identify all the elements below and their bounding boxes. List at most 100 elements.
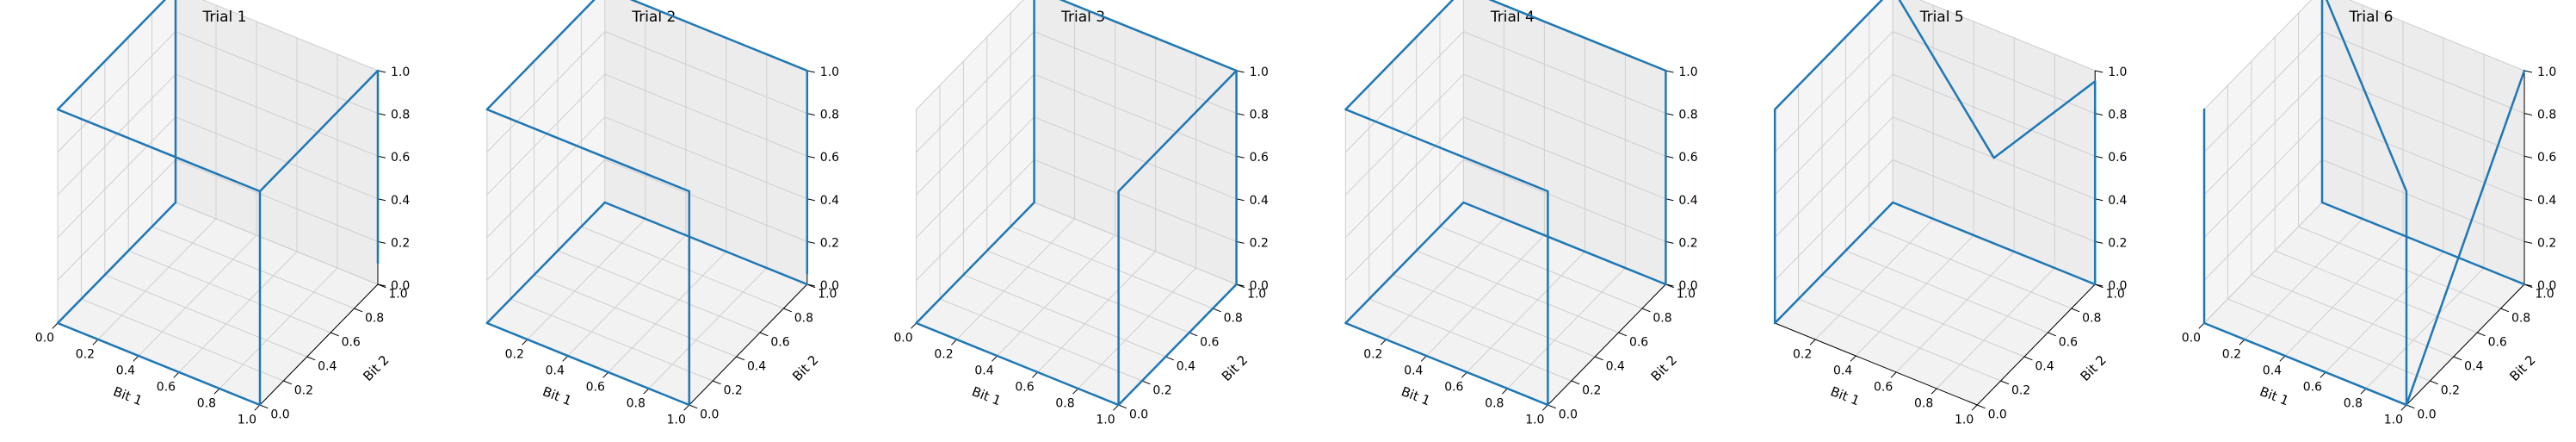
z-tick-label: 0.6 — [1250, 151, 1269, 165]
x-tick-label: 0.4 — [974, 364, 993, 377]
y-tick — [1571, 380, 1580, 385]
x-tick-label: 1.0 — [238, 413, 256, 426]
gridline-z — [1774, 31, 2096, 153]
x-tick-label: 0.0 — [35, 331, 54, 345]
x-tick — [2320, 371, 2326, 378]
x-tick-label: 0.0 — [2182, 331, 2201, 345]
subplot-3: 0.00.20.40.60.81.0 0.00.20.40.60.81.00.00… — [893, 0, 1269, 426]
x-tick-label: 0.8 — [2344, 396, 2363, 410]
z-tick — [1236, 155, 1245, 159]
y-axis-line — [1547, 283, 1666, 406]
y-tick — [2500, 308, 2510, 313]
x-tick — [1113, 404, 1119, 411]
z-tick-label: 0.0 — [2537, 279, 2556, 293]
z-tick-label: 1.0 — [1678, 65, 1697, 79]
x-tick-label: 0.2 — [76, 347, 95, 361]
subplot-4: 0.20.40.60.81.0 0.00.20.40.60.81.00.00.20… — [1344, 0, 1698, 426]
gridline-z — [1345, 159, 1666, 281]
z-tick-label: 0.8 — [1250, 109, 1269, 122]
x-tick-label: 0.8 — [1055, 396, 1074, 410]
z-tick — [377, 283, 386, 287]
x-tick — [522, 339, 528, 346]
subplot-title: Trial 1 — [202, 9, 247, 26]
x-tick-label: 0.8 — [197, 396, 216, 410]
z-tick-label: 0.8 — [2537, 109, 2556, 122]
subplot-title: Trial 2 — [631, 9, 676, 26]
y-tick-label: 0.0 — [2417, 408, 2436, 422]
z-tick-label: 0.2 — [820, 236, 839, 250]
x-tick — [213, 388, 220, 395]
x-tick — [2360, 388, 2367, 395]
y-tick-label: 0.0 — [700, 408, 719, 422]
x-tick-label: 0.0 — [893, 331, 912, 345]
y-tick — [259, 404, 269, 409]
y-axis-line — [689, 283, 808, 406]
x-tick-label: 0.4 — [116, 364, 135, 377]
z-tick — [1236, 113, 1245, 116]
y-tick — [2048, 332, 2056, 337]
z-tick-label: 0.4 — [1250, 194, 1269, 208]
y-tick-label: 1.0 — [2535, 288, 2554, 302]
z-tick — [377, 240, 386, 244]
y-tick-label: 0.0 — [1129, 408, 1148, 422]
z-tick — [1236, 70, 1245, 73]
z-tick — [806, 113, 815, 116]
x-tick-label: 0.6 — [586, 380, 605, 394]
x-tick-label: 1.0 — [1955, 413, 1974, 426]
x-tick-label: 0.6 — [1015, 380, 1034, 394]
z-tick — [2095, 155, 2103, 159]
z-tick-label: 0.8 — [2108, 109, 2127, 122]
x-tick — [562, 355, 569, 362]
x-tick — [1420, 355, 1427, 362]
x-tick-label: 1.0 — [1525, 413, 1544, 426]
z-tick — [1665, 113, 1674, 116]
x-tick — [991, 355, 998, 362]
x-axis-label: Bit 1 — [111, 383, 145, 408]
z-tick — [1665, 70, 1674, 73]
z-tick-label: 0.2 — [2537, 236, 2556, 250]
y-tick-label: 0.0 — [1559, 408, 1578, 422]
z-tick — [2523, 155, 2533, 159]
z-tick — [1665, 240, 1674, 244]
z-tick-label: 0.8 — [1678, 109, 1697, 122]
z-tick-label: 0.6 — [2537, 151, 2556, 165]
x-tick — [1380, 339, 1387, 346]
y-tick-label: 0.6 — [1200, 336, 1219, 350]
z-tick — [377, 70, 386, 73]
y-axis-line — [259, 283, 379, 406]
z-tick — [2095, 240, 2103, 244]
gridline-z — [1774, 159, 2096, 281]
z-tick — [2523, 283, 2533, 287]
subplot-title: Trial 4 — [1490, 9, 1535, 26]
z-tick-label: 0.4 — [2108, 194, 2127, 208]
y-tick — [2071, 308, 2080, 313]
z-tick-label: 1.0 — [2537, 65, 2556, 79]
x-axis-label: Bit 1 — [2258, 383, 2291, 408]
gridline-z — [1774, 73, 2096, 196]
x-axis-line — [1775, 322, 1978, 406]
y-tick — [330, 332, 339, 337]
x-tick — [911, 322, 917, 329]
y-tick-label: 0.6 — [770, 336, 789, 350]
z-tick — [2523, 240, 2533, 244]
x-tick-label: 0.6 — [2303, 380, 2322, 394]
x-tick — [92, 339, 99, 346]
x-tick-label: 0.2 — [505, 347, 524, 361]
y-tick-label: 0.4 — [318, 360, 337, 374]
z-tick-label: 0.0 — [2108, 279, 2127, 293]
z-tick-label: 0.2 — [1678, 236, 1697, 250]
subplot-title: Trial 6 — [2349, 9, 2394, 26]
x-tick — [2400, 404, 2407, 411]
y-tick — [2000, 380, 2010, 385]
z-tick — [2095, 113, 2103, 116]
z-tick — [1236, 240, 1245, 244]
x-tick — [1850, 355, 1856, 362]
y-tick-label: 1.0 — [1247, 288, 1266, 302]
x-tick-label: 0.2 — [1363, 347, 1382, 361]
y-tick-label: 0.2 — [2011, 384, 2030, 398]
y-axis-label: Bit 2 — [2506, 352, 2538, 384]
x-tick-label: 0.4 — [1404, 364, 1423, 377]
y-tick-label: 0.4 — [2464, 360, 2483, 374]
z-tick — [2095, 70, 2103, 73]
x-tick — [1541, 404, 1548, 411]
